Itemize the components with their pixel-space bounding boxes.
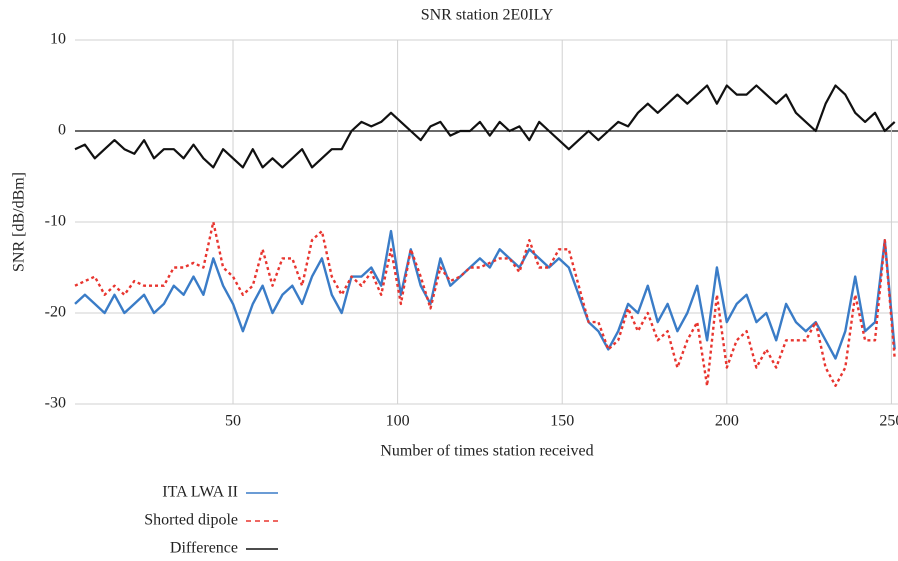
series-line <box>74 229 896 360</box>
y-tick-label: 0 <box>58 122 66 139</box>
series-line <box>74 220 896 387</box>
x-tick-label: 150 <box>550 413 574 430</box>
x-tick-label: 250 <box>879 413 898 430</box>
x-tick-label: 50 <box>225 413 241 430</box>
y-tick-label: -10 <box>45 213 66 230</box>
y-axis-label: SNR [dB/dBm] <box>11 172 28 272</box>
y-tick-label: -30 <box>45 395 66 412</box>
x-axis-label: Number of times station received <box>380 443 593 460</box>
series-line <box>74 84 896 169</box>
legend-label: Difference <box>170 540 238 557</box>
x-tick-label: 100 <box>386 413 410 430</box>
y-tick-label: 10 <box>50 31 66 48</box>
legend-label: ITA LWA II <box>162 484 238 501</box>
chart-title: SNR station 2E0ILY <box>421 7 554 24</box>
y-tick-label: -20 <box>45 304 66 321</box>
x-tick-label: 200 <box>715 413 739 430</box>
legend-label: Shorted dipole <box>144 512 238 529</box>
